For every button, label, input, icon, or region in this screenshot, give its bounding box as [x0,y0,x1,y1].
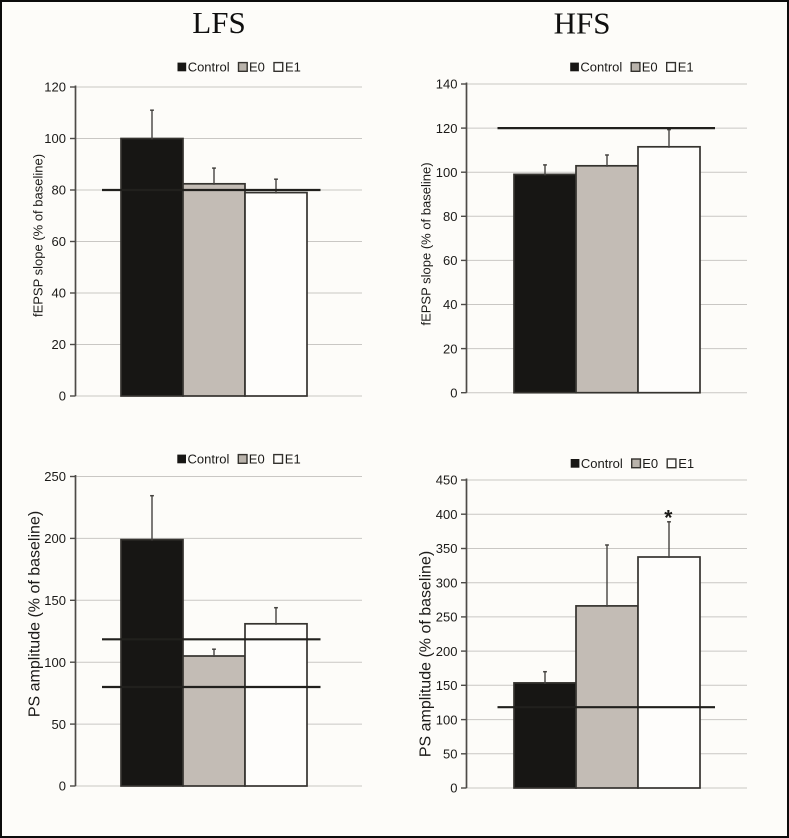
svg-text:PS amplitude (% of baseline): PS amplitude (% of baseline) [418,551,435,757]
svg-text:0: 0 [450,781,457,796]
svg-text:200: 200 [436,644,458,659]
svg-text:0: 0 [59,779,66,794]
svg-text:150: 150 [44,593,66,608]
svg-text:80: 80 [443,209,457,224]
svg-text:250: 250 [436,610,458,625]
svg-text:E1: E1 [285,452,301,467]
svg-text:60: 60 [443,253,457,268]
svg-text:E1: E1 [678,60,694,75]
svg-text:450: 450 [436,473,458,488]
svg-text:E1: E1 [678,456,694,471]
svg-text:80: 80 [52,183,66,198]
svg-text:120: 120 [44,80,66,95]
svg-text:20: 20 [443,341,457,356]
svg-text:20: 20 [52,337,66,352]
svg-text:400: 400 [436,507,458,522]
svg-text:E0: E0 [642,60,658,75]
svg-text:E0: E0 [249,452,265,467]
svg-text:140: 140 [436,77,458,92]
svg-text:60: 60 [52,234,66,249]
svg-text:300: 300 [436,575,458,590]
svg-text:*: * [664,507,673,530]
svg-text:40: 40 [52,286,66,301]
svg-text:40: 40 [443,297,457,312]
svg-text:0: 0 [450,385,457,400]
svg-text:fEPSP slope (% of baseline): fEPSP slope (% of baseline) [419,162,434,325]
svg-text:200: 200 [44,531,66,546]
svg-text:Control: Control [581,456,623,471]
svg-text:250: 250 [44,469,66,484]
svg-text:0: 0 [59,389,66,404]
svg-text:HFS: HFS [554,6,611,41]
svg-text:350: 350 [436,541,458,556]
svg-text:fEPSP slope (% of baseline): fEPSP slope (% of baseline) [31,154,46,317]
svg-text:100: 100 [44,655,66,670]
svg-text:E0: E0 [642,456,658,471]
svg-text:Control: Control [188,60,230,75]
svg-text:50: 50 [443,747,457,762]
svg-text:100: 100 [436,165,458,180]
svg-text:Control: Control [188,452,230,467]
svg-text:50: 50 [52,717,66,732]
svg-text:LFS: LFS [192,5,245,40]
svg-text:150: 150 [436,678,458,693]
svg-text:120: 120 [436,121,458,136]
svg-text:Control: Control [580,60,622,75]
svg-text:100: 100 [44,131,66,146]
svg-text:PS amplitude (% of baseline): PS amplitude (% of baseline) [27,511,44,717]
svg-text:100: 100 [436,712,458,727]
svg-text:E1: E1 [285,60,301,75]
svg-text:E0: E0 [249,60,265,75]
